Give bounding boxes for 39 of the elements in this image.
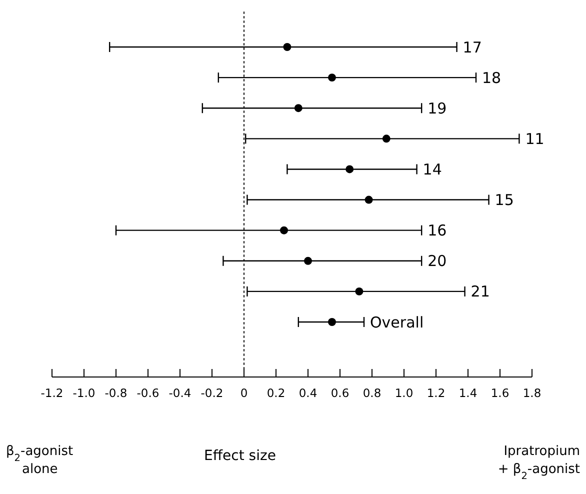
x-tick-label: 0.6 — [330, 386, 350, 400]
y-tick-label: 20 — [428, 252, 447, 270]
y-tick-label: 18 — [482, 68, 502, 87]
x-tick-label: 0.8 — [362, 386, 382, 400]
x-tick-label: 1.8 — [522, 386, 542, 400]
x-tick-label: 1.6 — [490, 386, 510, 400]
y-tick-label: 16 — [428, 222, 447, 240]
x-tick-label: 1.4 — [458, 386, 478, 400]
point — [382, 134, 390, 143]
x-tick-label: 0.4 — [298, 386, 318, 400]
x-tick-label: -0.8 — [104, 386, 128, 400]
x-tick-label: 1.2 — [426, 386, 446, 400]
x-tick-label: 0.2 — [266, 386, 286, 400]
y-tick-label: 21 — [470, 282, 490, 301]
text: Ipratropium + β$_{2}$-agonist — [498, 444, 580, 482]
x-tick-label: -0.2 — [200, 386, 224, 400]
y-tick-label: 11 — [525, 130, 544, 148]
x-tick-label: -1.2 — [40, 386, 64, 400]
point — [294, 104, 302, 112]
point — [346, 165, 354, 174]
y-tick-label: 19 — [428, 99, 447, 118]
x-tick-label: -0.4 — [168, 386, 192, 400]
text: β$_{2}$-agonist alone — [6, 444, 74, 477]
point — [283, 43, 292, 51]
x-tick-label: 1.0 — [394, 386, 414, 400]
x-tick-label: 0 — [240, 386, 248, 400]
x-axis-title: Effect size — [204, 448, 276, 464]
x-tick-label: -1.0 — [72, 386, 96, 400]
point — [280, 226, 288, 234]
y-tick-label: 15 — [494, 191, 514, 210]
x-tick-label: -0.6 — [136, 386, 160, 400]
point — [304, 256, 312, 265]
y-tick-label: 14 — [422, 160, 442, 178]
point — [355, 287, 364, 296]
y-tick-label: 17 — [462, 38, 482, 56]
point — [364, 196, 373, 204]
point — [328, 74, 336, 82]
point — [328, 318, 336, 326]
y-tick-label: Overall — [370, 313, 424, 332]
